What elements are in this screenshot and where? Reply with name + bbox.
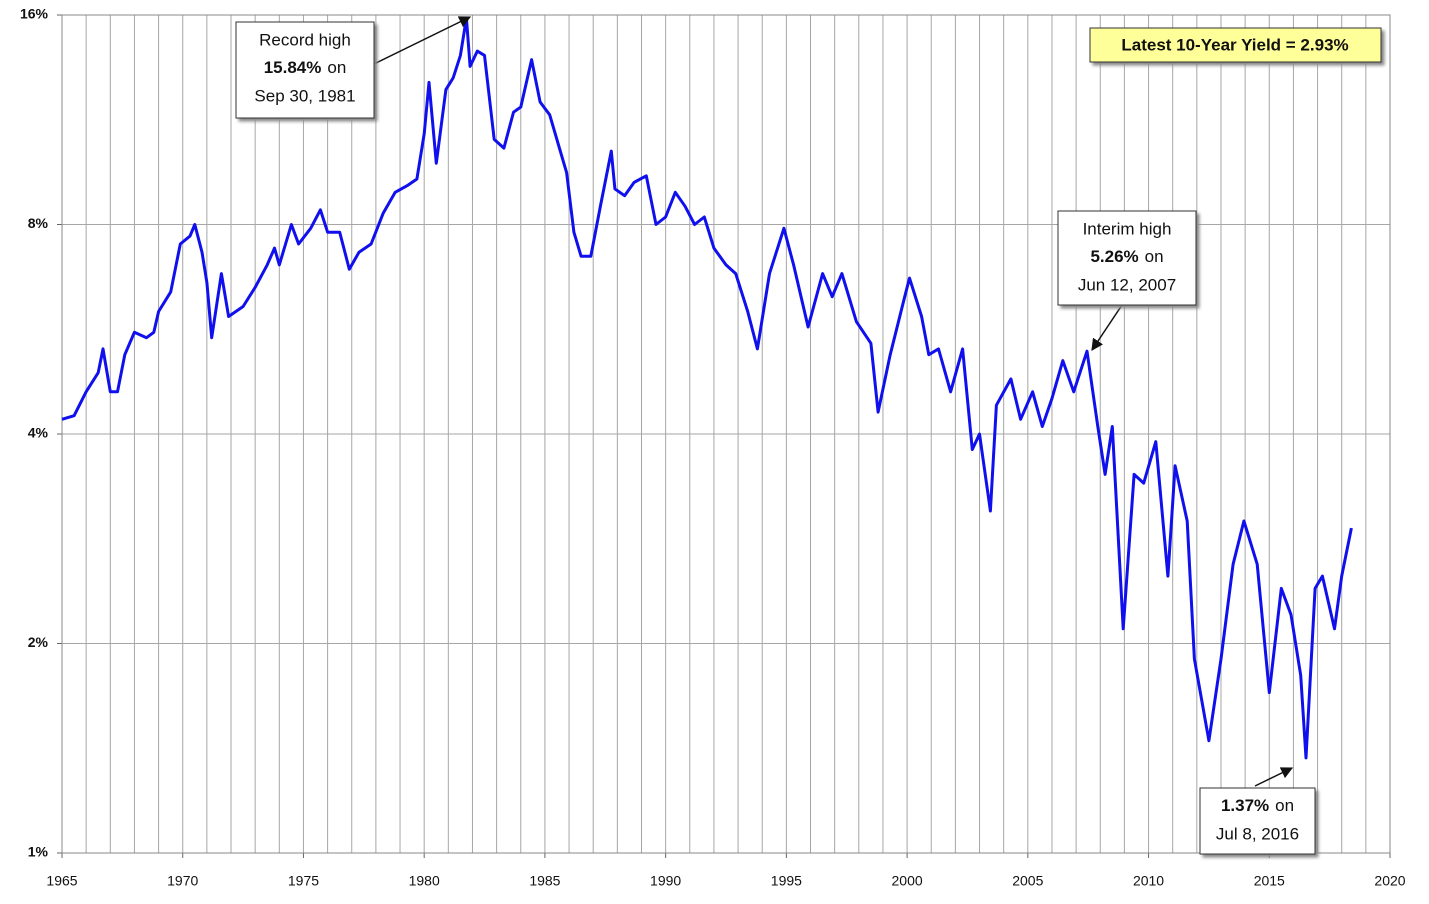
x-tick-label: 2010 xyxy=(1133,873,1164,889)
callout-arrow xyxy=(371,16,472,66)
y-tick-label: 8% xyxy=(28,215,49,231)
x-tick-label: 1990 xyxy=(650,873,681,889)
callout-arrow xyxy=(1091,304,1123,351)
latest-label: Latest 10-Year Yield = 2.93% xyxy=(1121,35,1348,54)
yield-line xyxy=(61,16,1353,760)
callout-value: 5.26% xyxy=(1090,247,1138,266)
callout-value-line: 1.37% on xyxy=(1221,796,1294,815)
callout-title: Record high xyxy=(259,30,351,49)
x-tick-label: 2015 xyxy=(1254,873,1285,889)
y-tick-label: 16% xyxy=(20,6,49,22)
x-tick-label: 1970 xyxy=(167,873,198,889)
annotations: Latest 10-Year Yield = 2.93% Record high 1… xyxy=(235,16,1382,855)
grid: 1965 1970 1975 1980 1985 1990 1995 2000 2005 2010… xyxy=(20,6,1406,889)
x-tick-label: 1980 xyxy=(409,873,440,889)
callout-title: Interim high xyxy=(1083,219,1172,238)
callout-date: Sep 30, 1981 xyxy=(254,86,355,105)
x-tick-label: 1985 xyxy=(529,873,560,889)
plot-area xyxy=(61,16,1353,760)
callout-on: on xyxy=(1275,796,1294,815)
callout-on: on xyxy=(1145,247,1164,266)
x-tick-label: 2000 xyxy=(892,873,923,889)
x-tick-label: 2020 xyxy=(1374,873,1405,889)
x-tick-label: 1995 xyxy=(771,873,802,889)
callout-date: Jun 12, 2007 xyxy=(1078,275,1176,294)
callout-date: Jul 8, 2016 xyxy=(1216,824,1299,843)
callout-on: on xyxy=(327,58,346,77)
callout-box xyxy=(1199,787,1316,855)
latest-box xyxy=(1089,27,1382,63)
callout-value: 15.84% xyxy=(264,58,322,77)
x-tick-label: 1975 xyxy=(288,873,319,889)
callout-value-line: 5.26% on xyxy=(1090,247,1163,266)
y-tick-label: 1% xyxy=(28,844,49,860)
callout-value: 1.37% xyxy=(1221,796,1269,815)
x-tick-label: 1965 xyxy=(46,873,77,889)
callout-box xyxy=(235,21,375,119)
callout-value-line: 15.84% on xyxy=(264,58,347,77)
plot-border xyxy=(61,14,1391,854)
y-tick-label: 2% xyxy=(28,634,49,650)
x-tick-label: 2005 xyxy=(1012,873,1043,889)
y-tick-label: 4% xyxy=(28,425,49,441)
callout-box xyxy=(1057,210,1197,306)
callout-arrow xyxy=(1254,767,1294,787)
